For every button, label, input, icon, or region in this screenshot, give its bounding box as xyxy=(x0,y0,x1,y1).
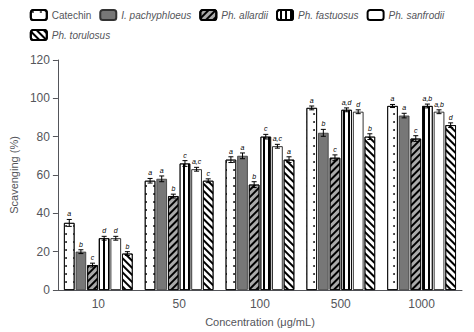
svg-text:Scavenging (%): Scavenging (%) xyxy=(8,136,20,214)
svg-text:120: 120 xyxy=(30,53,50,67)
svg-text:20: 20 xyxy=(37,245,51,259)
svg-text:d: d xyxy=(449,114,454,121)
svg-text:d: d xyxy=(356,101,361,108)
svg-text:100: 100 xyxy=(30,91,50,105)
svg-text:Concentration (μg/mL): Concentration (μg/mL) xyxy=(205,316,315,328)
svg-text:40: 40 xyxy=(37,206,51,220)
svg-text:I. pachyphloeus: I. pachyphloeus xyxy=(121,10,191,21)
svg-text:a: a xyxy=(229,148,233,155)
svg-text:a: a xyxy=(241,144,245,151)
svg-text:a: a xyxy=(67,210,71,217)
svg-text:b: b xyxy=(321,120,325,127)
svg-text:100: 100 xyxy=(250,297,270,311)
svg-text:a: a xyxy=(148,169,152,176)
svg-text:b: b xyxy=(368,125,372,132)
svg-text:b: b xyxy=(125,243,129,250)
svg-text:b: b xyxy=(79,241,83,248)
svg-text:a,d: a,d xyxy=(342,99,353,106)
svg-text:500: 500 xyxy=(331,297,351,311)
svg-text:Catechin: Catechin xyxy=(52,10,91,21)
svg-text:a: a xyxy=(287,148,291,155)
svg-text:b: b xyxy=(171,185,175,192)
svg-text:a: a xyxy=(402,104,406,111)
svg-text:Ph. fastuosus: Ph. fastuosus xyxy=(298,10,359,21)
svg-text:a: a xyxy=(160,167,164,174)
svg-text:a,c: a,c xyxy=(273,135,283,142)
svg-text:60: 60 xyxy=(37,168,51,182)
svg-text:80: 80 xyxy=(37,130,51,144)
svg-text:c: c xyxy=(414,127,418,134)
svg-text:d: d xyxy=(102,227,107,234)
svg-text:1000: 1000 xyxy=(408,297,435,311)
svg-text:a,c: a,c xyxy=(192,158,202,165)
svg-text:10: 10 xyxy=(92,297,106,311)
svg-text:a: a xyxy=(391,95,395,102)
svg-text:c: c xyxy=(264,125,268,132)
svg-text:c: c xyxy=(333,146,337,153)
svg-text:d: d xyxy=(114,227,119,234)
svg-text:Ph. allardii: Ph. allardii xyxy=(221,10,268,21)
svg-text:c: c xyxy=(183,152,187,159)
svg-text:0: 0 xyxy=(43,283,50,297)
svg-text:b: b xyxy=(252,173,256,180)
svg-text:Ph. torulosus: Ph. torulosus xyxy=(52,30,110,41)
svg-text:c: c xyxy=(91,254,95,261)
svg-text:a: a xyxy=(310,97,314,104)
svg-text:c: c xyxy=(206,170,210,177)
svg-text:50: 50 xyxy=(172,297,186,311)
svg-text:a,b: a,b xyxy=(434,101,444,108)
svg-text:Ph. sanfrodii: Ph. sanfrodii xyxy=(389,10,445,21)
svg-text:a,b: a,b xyxy=(423,95,433,102)
